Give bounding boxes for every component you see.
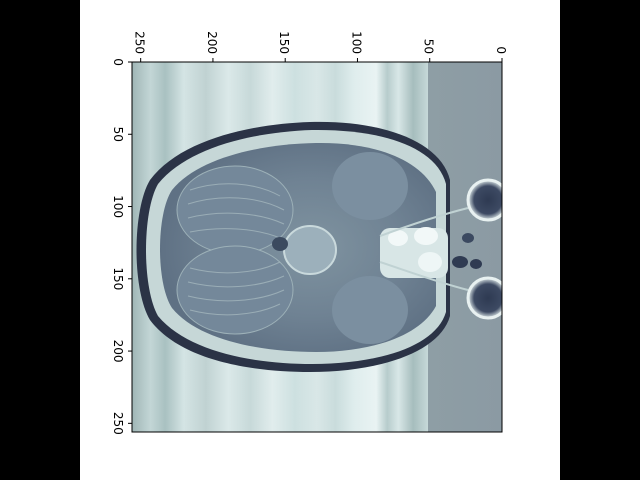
top-tick-label: 250 [133,31,147,54]
brainstem [284,226,336,274]
cerebellum-right [177,246,293,334]
top-tick-label: 200 [205,31,219,54]
top-tick-label: 0 [494,46,508,54]
mri-image [132,62,508,432]
temporal-lobe-right [332,276,408,344]
left-tick-label: 100 [111,195,125,218]
left-tick-label: 250 [111,412,125,435]
top-axis: 250 200 150 100 50 0 [133,31,508,62]
left-tick-label: 150 [111,267,125,290]
figure-canvas: 250 200 150 100 50 0 0 50 100 150 200 250 [80,0,560,480]
left-tick-label: 0 [111,58,125,66]
top-tick-label: 150 [277,31,291,54]
top-tick-label: 100 [349,31,363,54]
temporal-lobe-left [332,152,408,220]
left-axis: 0 50 100 150 200 250 [111,58,132,435]
top-tick-label: 50 [422,39,436,54]
left-tick-label: 50 [111,127,125,142]
left-tick-label: 200 [111,340,125,363]
figure-svg: 250 200 150 100 50 0 0 50 100 150 200 250 [80,0,560,480]
fourth-ventricle [272,237,288,251]
